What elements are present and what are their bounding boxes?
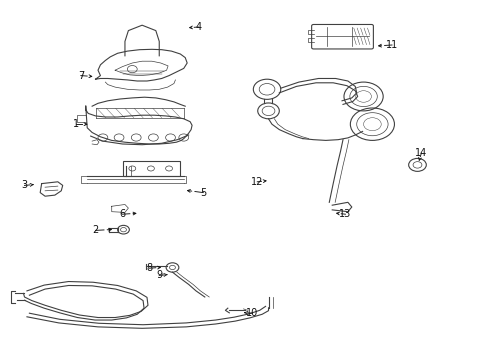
Text: 6: 6 [120, 209, 125, 219]
Text: 2: 2 [93, 225, 98, 235]
Text: 7: 7 [78, 71, 84, 81]
Text: 11: 11 [386, 40, 398, 50]
Text: 5: 5 [200, 188, 206, 198]
Text: 10: 10 [246, 308, 259, 318]
Text: 3: 3 [22, 180, 27, 190]
Text: 8: 8 [147, 263, 152, 273]
Text: 14: 14 [415, 148, 427, 158]
Text: 13: 13 [339, 209, 352, 219]
Text: 9: 9 [156, 270, 162, 280]
Text: 12: 12 [251, 177, 264, 187]
Text: 1: 1 [73, 119, 79, 129]
Text: 4: 4 [196, 22, 201, 32]
